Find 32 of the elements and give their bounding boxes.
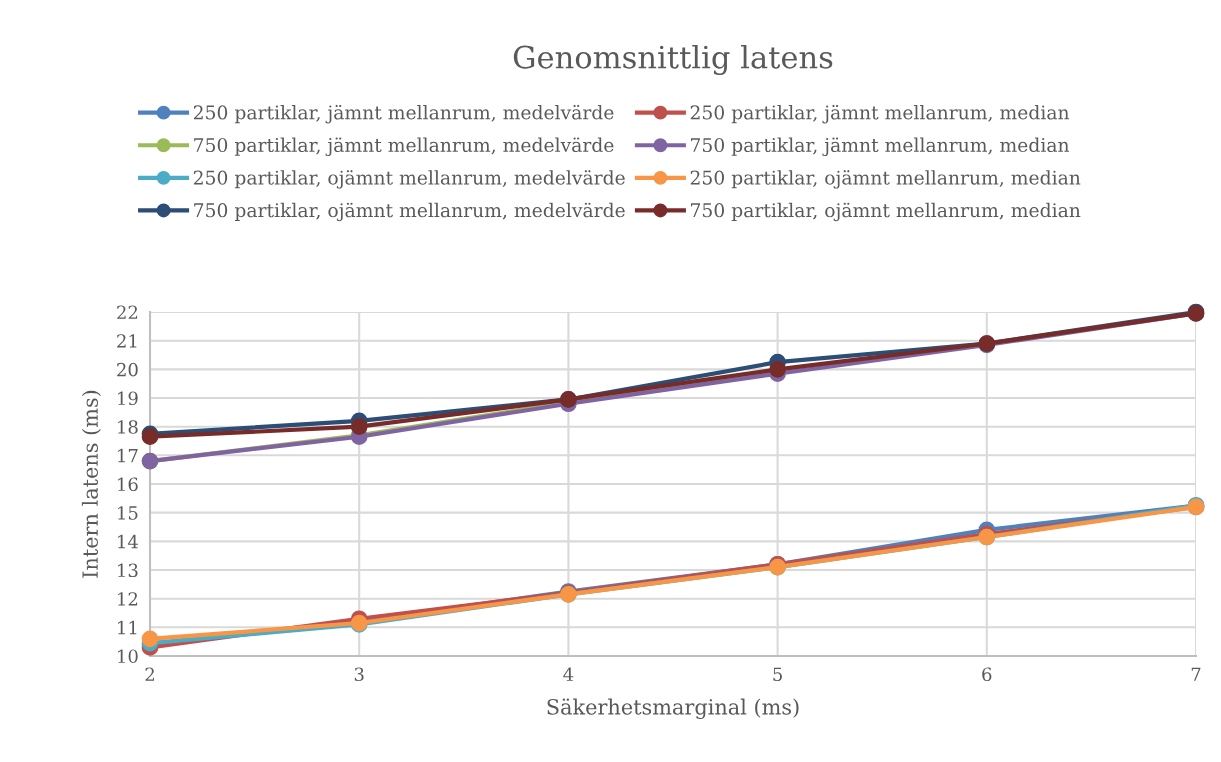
y-axis-title: Intern latens (ms) (81, 390, 101, 578)
point (350, 418, 368, 436)
y-tick-label: 20 (117, 362, 138, 377)
x-tick-label: 5 (773, 667, 782, 682)
y-tick-label: 16 (118, 477, 138, 492)
legend-label: 750 partiklar, jämnt mellanrum, median (691, 137, 1070, 156)
chart-title: Genomsnittlig latens (513, 45, 833, 75)
x-tick-label: 2 (145, 667, 154, 681)
x-tick-label: 7 (1191, 667, 1201, 681)
x-tick-label: 4 (563, 667, 574, 681)
y-tick-label: 19 (118, 391, 138, 406)
y-tick-label: 22 (117, 305, 138, 319)
y-tick-label: 13 (118, 563, 138, 578)
legend-label: 750 partiklar, ojämnt mellanrum, medelvärde (194, 202, 625, 222)
y-tick-label: 12 (118, 592, 138, 606)
y-tick-label: 15 (118, 506, 138, 520)
legend-label: 750 partiklar, ojämnt mellanrum, median (691, 202, 1081, 222)
y-tick-label: 14 (118, 534, 138, 549)
legend-label: 750 partiklar, jämnt mellanrum, medelvärde (194, 137, 614, 156)
y-tick-label: 18 (118, 420, 138, 434)
x-axis-title: Säkerhetsmarginal (ms) (547, 698, 799, 720)
y-tick-label: 11 (118, 620, 137, 635)
x-tick-label: 3 (354, 667, 364, 682)
legend-label: 250 partiklar, jämnt mellanrum, medelvärde (193, 104, 614, 124)
legend-label: 250 partiklar, jämnt mellanrum, median (690, 104, 1070, 124)
y-tick-label: 10 (118, 649, 138, 664)
point (141, 630, 159, 648)
x-tick-label: 6 (982, 667, 992, 682)
y-tick-label: 17 (118, 448, 138, 463)
legend-label: 250 partiklar, ojämnt mellanrum, median (690, 170, 1081, 189)
y-tick-label: 21 (117, 334, 137, 348)
legend-label: 250 partiklar, ojämnt mellanrum, medelvärde (193, 170, 625, 189)
